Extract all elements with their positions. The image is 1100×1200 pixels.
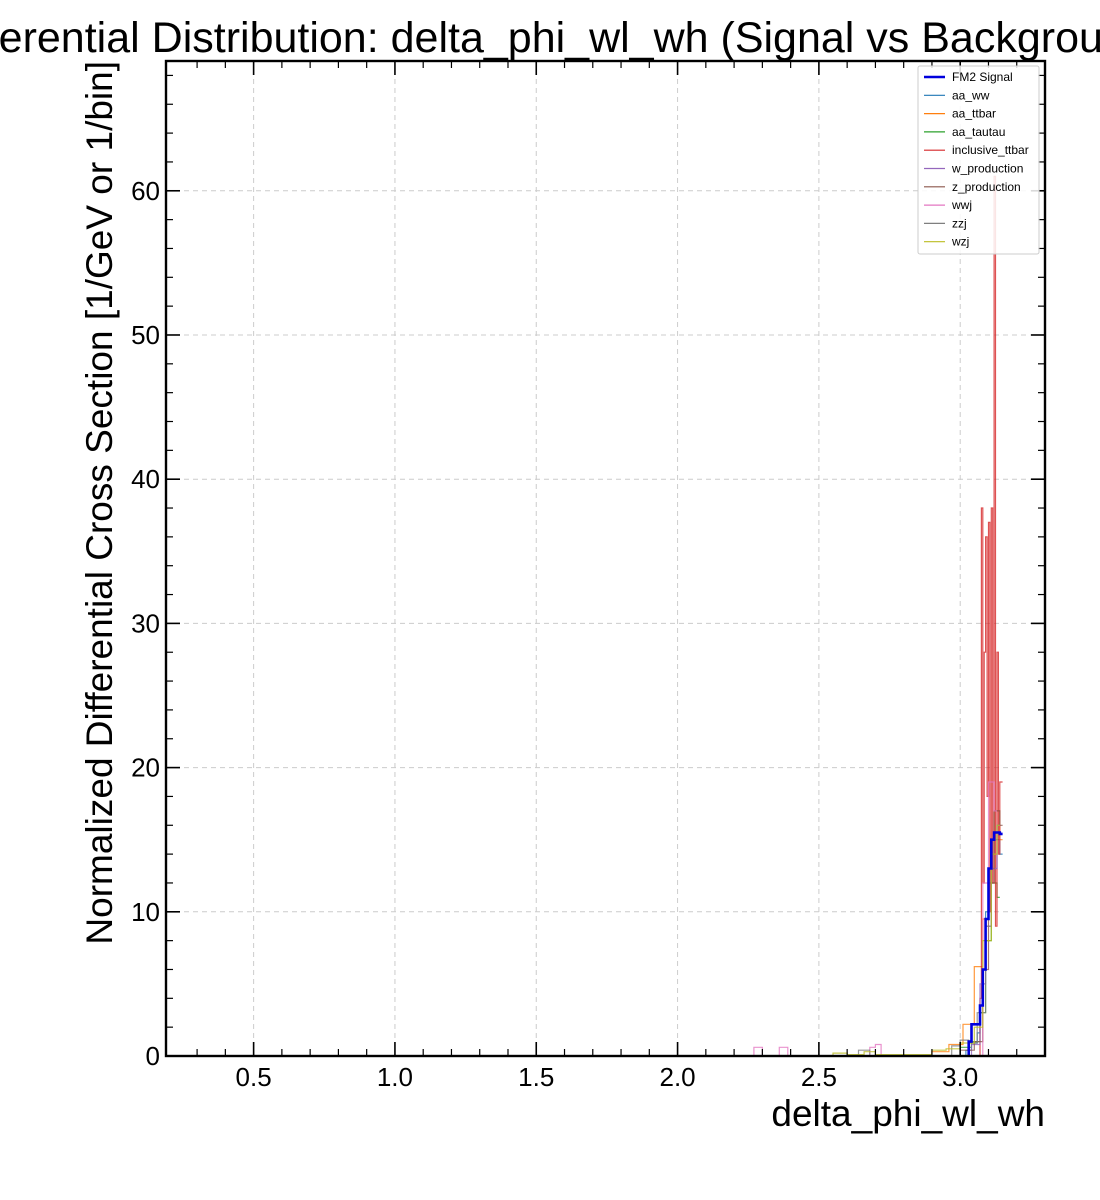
series-line-zzj: [857, 824, 1000, 1056]
x-tick-label: 1.0: [377, 1062, 413, 1092]
y-tick-label: 20: [131, 753, 160, 783]
legend-label-fm2-signal: FM2 Signal: [952, 70, 1013, 84]
x-axis-title: delta_phi_wl_wh: [771, 1093, 1045, 1134]
grid-lines: [166, 61, 1045, 1057]
legend-label-wwj: wwj: [951, 198, 972, 212]
legend-label-wzj: wzj: [951, 235, 969, 249]
legend-label-inclusive-ttbar: inclusive_ttbar: [952, 143, 1029, 157]
legend-box: [917, 65, 1040, 255]
x-tick-label: 0.5: [236, 1062, 272, 1092]
chart-title: Differential Distribution: delta_phi_wl_…: [0, 14, 1100, 62]
series-layer: [753, 175, 1003, 1056]
x-tick-label: 2.0: [659, 1062, 695, 1092]
x-tick-label: 2.5: [801, 1062, 837, 1092]
series-line-wwj: [753, 781, 997, 1056]
plot-frame: [164, 59, 1047, 1058]
legend: FM2 Signal aa_ww aa_ttbar aa_tautau inclusiv…: [917, 65, 1040, 255]
legend-label-aa-ttbar: aa_ttbar: [952, 107, 996, 121]
legend-label-w-production: w_production: [951, 162, 1023, 176]
legend-label-aa-ww: aa_ww: [952, 88, 990, 102]
series-line-wzj: [832, 824, 1000, 1056]
axis-ticks: [166, 61, 1045, 1057]
legend-label-z-production: z_production: [952, 180, 1021, 194]
series-line-z-production: [959, 810, 1003, 1056]
y-tick-label: 10: [131, 897, 160, 927]
series-line-fm2-signal: [967, 831, 1003, 1056]
x-tick-label: 1.5: [518, 1062, 554, 1092]
y-axis-title: Normalized Differential Cross Section [1…: [79, 61, 120, 945]
x-tick-label: 3.0: [942, 1062, 978, 1092]
legend-label-zzj: zzj: [952, 216, 967, 230]
y-tick-label: 60: [131, 176, 160, 206]
y-tick-label: 50: [131, 320, 160, 350]
y-tick-label: 0: [146, 1041, 160, 1071]
y-tick-label: 30: [131, 608, 160, 638]
legend-label-aa-tautau: aa_tautau: [952, 125, 1005, 139]
y-tick-label: 40: [131, 464, 160, 494]
tick-labels: 0.5 1.0 1.5 2.0 2.5 3.0 0 10 20 30 40 50 60: [131, 176, 978, 1092]
